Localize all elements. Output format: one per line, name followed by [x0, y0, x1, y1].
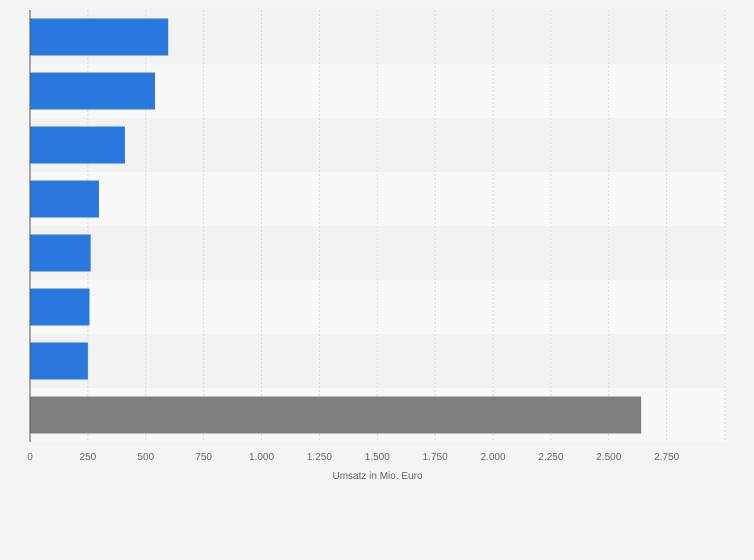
bar[interactable]: [30, 18, 169, 56]
bar[interactable]: [30, 234, 91, 272]
x-tick-label: 0: [27, 452, 33, 463]
bar[interactable]: [30, 126, 125, 164]
bar[interactable]: [30, 288, 90, 326]
x-tick-label: 250: [80, 452, 97, 463]
bar[interactable]: [30, 180, 99, 218]
x-tick-label: 2.000: [480, 452, 505, 463]
x-tick-label: 1.750: [423, 452, 448, 463]
x-tick-label: 1.500: [365, 452, 390, 463]
x-tick-label: 2.250: [538, 452, 563, 463]
bar[interactable]: [30, 342, 88, 380]
bar[interactable]: [30, 396, 642, 434]
x-tick-label: 2.500: [596, 452, 621, 463]
bars: [30, 18, 642, 434]
x-axis-title: Umsatz in Mio. Euro: [332, 471, 422, 482]
x-tick-label: 750: [195, 452, 212, 463]
x-axis-tick-labels: 0 250 500 750 1.000 1.250 1.500 1.750 2.000 2.250…: [27, 452, 679, 463]
bar[interactable]: [30, 72, 156, 110]
x-tick-label: 1.000: [249, 452, 274, 463]
x-tick-label: 1.250: [307, 452, 332, 463]
gridlines: [87, 10, 726, 442]
x-tick-label: 2.750: [654, 452, 679, 463]
x-tick-label: 500: [137, 452, 154, 463]
